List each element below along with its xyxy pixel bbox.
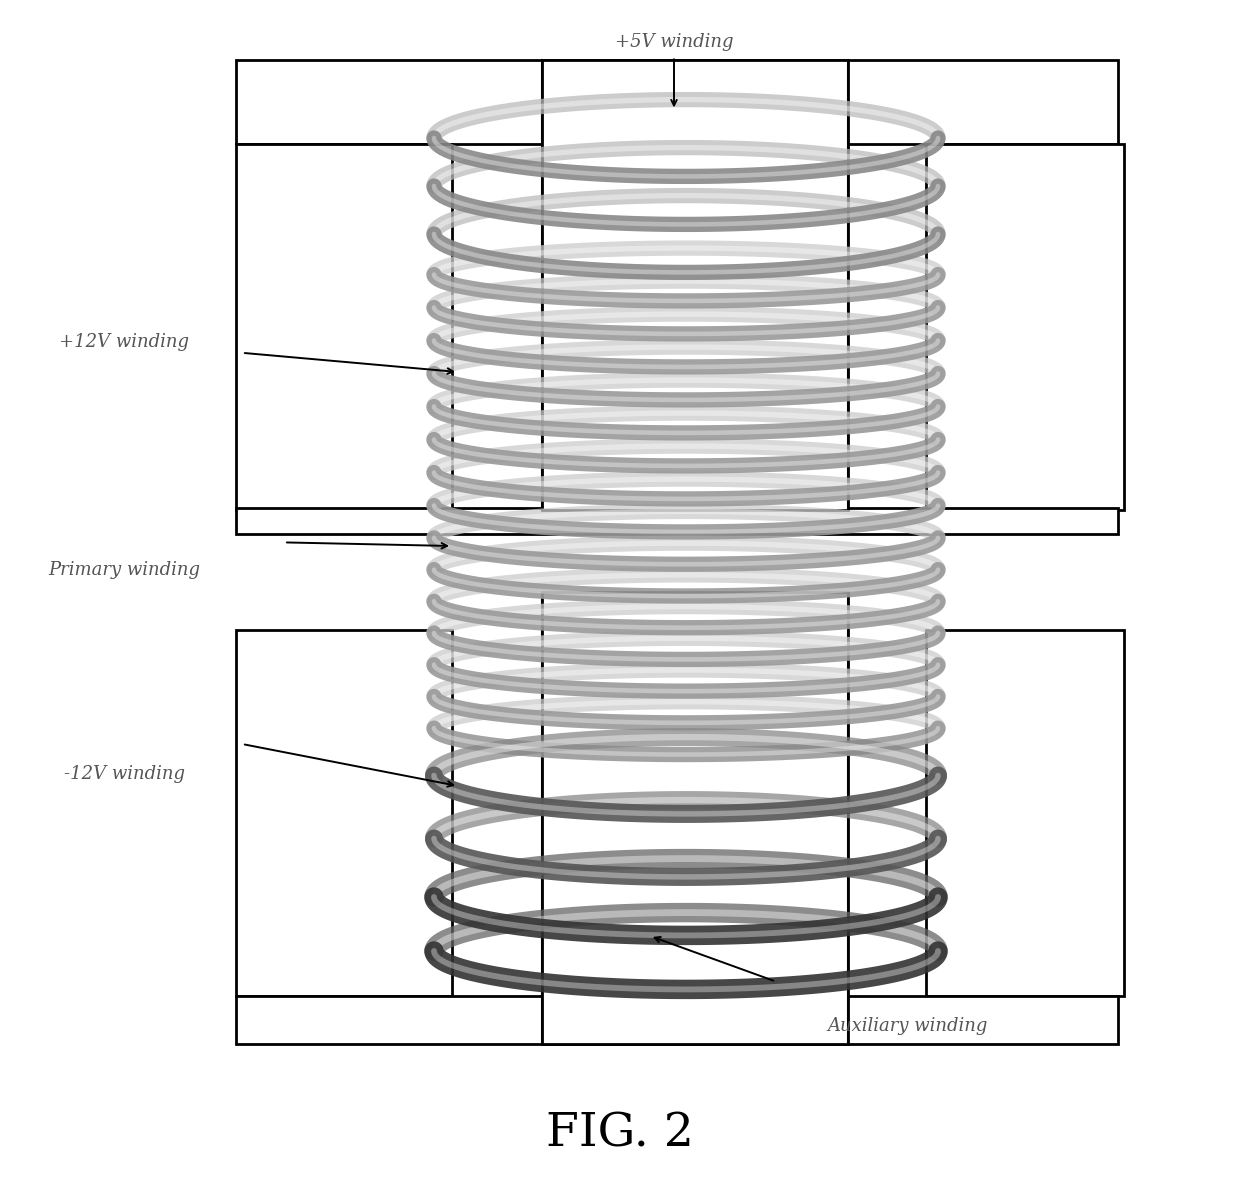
- Text: Auxiliary winding: Auxiliary winding: [828, 1018, 988, 1034]
- Text: Primary winding: Primary winding: [48, 560, 201, 578]
- Text: +12V winding: +12V winding: [60, 332, 190, 350]
- Text: FIG. 2: FIG. 2: [546, 1111, 694, 1157]
- Bar: [926, 144, 1123, 510]
- Bar: [926, 630, 1123, 996]
- Text: +5V winding: +5V winding: [615, 32, 733, 50]
- Bar: [236, 996, 1118, 1044]
- Bar: [236, 630, 453, 996]
- Bar: [542, 592, 848, 1044]
- Bar: [236, 144, 453, 510]
- Bar: [236, 60, 1118, 144]
- Bar: [236, 508, 1118, 534]
- Bar: [542, 60, 848, 510]
- Text: -12V winding: -12V winding: [64, 766, 185, 782]
